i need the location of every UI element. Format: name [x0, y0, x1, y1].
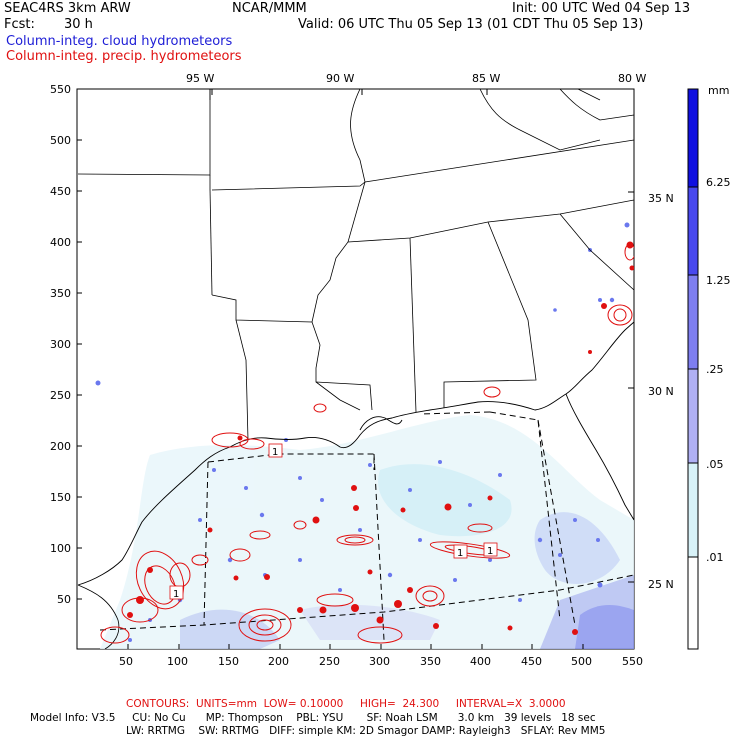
y-tick-label: 350: [50, 287, 71, 300]
x-tick-label: 200: [268, 655, 289, 668]
y-tick-label: 150: [50, 491, 71, 504]
contour-label: 1: [272, 447, 278, 458]
colorbar-swatch: [688, 463, 698, 557]
colorbar-level: .01: [706, 551, 724, 564]
colorbar-swatch: [688, 275, 698, 369]
lon-label: 90 W: [326, 72, 354, 85]
center-label: NCAR/MMM: [232, 1, 307, 16]
coastline: [77, 321, 634, 586]
colorbar-level: .05: [706, 458, 724, 471]
lat-label: 30 N: [648, 385, 674, 398]
x-tick-label: 300: [369, 655, 390, 668]
contour-label: 1: [487, 546, 493, 557]
tick-marks: [77, 88, 634, 649]
y-tick-label: 50: [57, 593, 71, 606]
colorbar: mm 6.25 1.25 .25 .05 .01: [687, 84, 731, 650]
colorbar-level: 1.25: [706, 274, 731, 287]
y-tick-label: 200: [50, 440, 71, 453]
colorbar-swatch: [688, 187, 698, 275]
y-tick-label: 300: [50, 338, 71, 351]
field-precip-label: Column-integ. precip. hydrometeors: [6, 49, 242, 64]
colorbar-level: 6.25: [706, 176, 731, 189]
x-tick-label: 100: [167, 655, 188, 668]
y-tick-label: 450: [50, 185, 71, 198]
lat-label: 35 N: [648, 192, 674, 205]
x-tick-label: 350: [420, 655, 441, 668]
colorbar-swatch: [688, 369, 698, 463]
x-tick-label: 500: [571, 655, 592, 668]
x-tick-label: 400: [470, 655, 491, 668]
init-time: Init: 00 UTC Wed 04 Sep 13: [512, 1, 691, 16]
contour-label: 1: [173, 589, 179, 600]
y-tick-label: 550: [50, 83, 71, 96]
colorbar-level: .25: [706, 363, 724, 376]
cloud-cells: [95, 222, 630, 642]
valid-time: Valid: 06 UTC Thu 05 Sep 13 (01 CDT Thu …: [298, 17, 644, 32]
y-tick-label: 500: [50, 134, 71, 147]
precip-cores: [127, 241, 634, 635]
y-tick-label: 400: [50, 236, 71, 249]
contour-label: 1: [457, 548, 463, 559]
x-tick-label: 550: [622, 655, 643, 668]
contour-label-group: 1 1 1 1: [169, 443, 498, 600]
lon-label: 85 W: [472, 72, 500, 85]
fcst-label: Fcst:: [4, 17, 35, 32]
colorbar-swatch: [688, 557, 698, 649]
colorbar-unit: mm: [708, 84, 729, 97]
y-tick-label: 100: [50, 542, 71, 555]
model-info-line2: LW: RRTMG SW: RRTMG DIFF: simple KM: 2D …: [126, 725, 606, 737]
lon-label: 95 W: [186, 72, 214, 85]
map-layers: 1 1 1 1: [77, 89, 634, 649]
y-axis-labels: 550 500 450 400 350 300 250 200 150 100 …: [50, 83, 71, 606]
x-tick-label: 50: [119, 655, 133, 668]
model-title: SEAC4RS 3km ARW: [4, 1, 131, 16]
field-cloud-label: Column-integ. cloud hydrometeors: [6, 34, 233, 49]
lat-label: 25 N: [648, 578, 674, 591]
cloud-shading: [100, 415, 634, 649]
x-tick-label: 450: [521, 655, 542, 668]
fcst-hours: 30 h: [64, 17, 93, 32]
x-tick-label: 150: [218, 655, 239, 668]
x-tick-label: 250: [319, 655, 340, 668]
contour-info: CONTOURS: UNITS=mm LOW= 0.10000 HIGH= 24…: [126, 698, 566, 710]
colorbar-swatch: [688, 89, 698, 187]
model-info-line1: Model Info: V3.5 CU: No Cu MP: Thompson …: [30, 712, 596, 724]
precip-contours: [100, 243, 634, 644]
domain-boxes: [99, 411, 634, 641]
state-borders: [77, 89, 634, 649]
y-tick-label: 250: [50, 389, 71, 402]
x-axis-labels: 50 100 150 200 250 300 350 400 450 500 5…: [119, 655, 643, 668]
lon-label: 80 W: [618, 72, 646, 85]
